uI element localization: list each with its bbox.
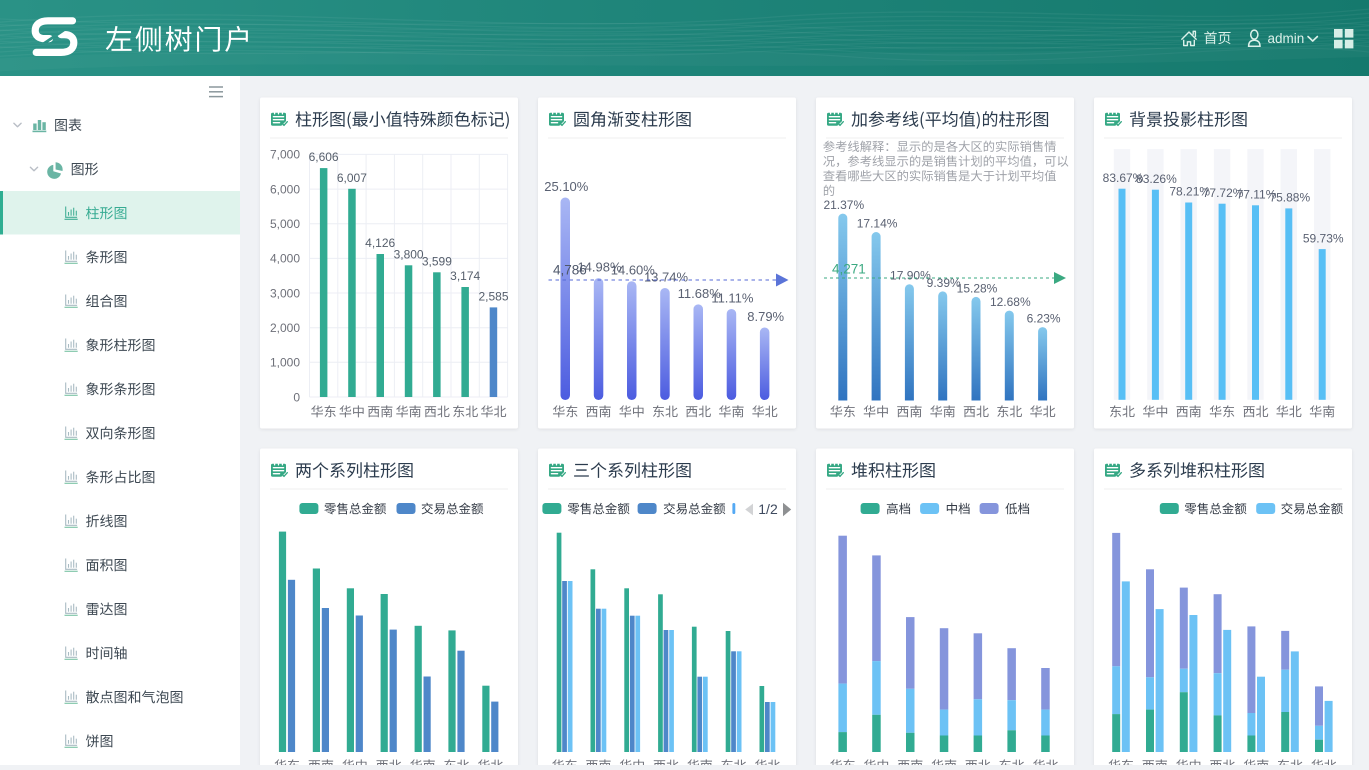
svg-text:12.68%: 12.68% <box>990 295 1031 309</box>
svg-text:5,000: 5,000 <box>270 217 300 231</box>
svg-text:77.72%: 77.72% <box>1203 186 1244 200</box>
svg-text:7,000: 7,000 <box>270 148 300 162</box>
svg-text:83.67%: 83.67% <box>1103 171 1144 185</box>
svg-text:59.73%: 59.73% <box>1303 231 1344 245</box>
svg-text:1/2: 1/2 <box>758 501 778 517</box>
svg-text:2,585: 2,585 <box>478 289 508 303</box>
svg-text:4,126: 4,126 <box>365 236 395 250</box>
svg-text:21.37%: 21.37% <box>823 198 864 212</box>
svg-text:3,800: 3,800 <box>394 247 424 261</box>
svg-text:3,000: 3,000 <box>270 286 300 300</box>
svg-text:25.10%: 25.10% <box>544 179 589 194</box>
svg-text:78.21%: 78.21% <box>1169 185 1210 199</box>
svg-text:6,007: 6,007 <box>337 171 367 185</box>
svg-text:17.14%: 17.14% <box>857 216 898 230</box>
svg-text:14.98%: 14.98% <box>577 260 622 275</box>
svg-text:11.11%: 11.11% <box>711 291 754 306</box>
svg-text:75.88%: 75.88% <box>1269 191 1310 205</box>
svg-text:14.60%: 14.60% <box>611 263 656 278</box>
svg-text:77.11%: 77.11% <box>1237 188 1277 202</box>
svg-text:0: 0 <box>293 390 300 404</box>
svg-text:6,606: 6,606 <box>309 150 339 164</box>
svg-text:13.74%: 13.74% <box>644 270 689 285</box>
svg-text:3,599: 3,599 <box>422 254 452 268</box>
svg-text:11.68%: 11.68% <box>678 286 722 301</box>
svg-text:2,000: 2,000 <box>270 321 300 335</box>
svg-text:4,000: 4,000 <box>270 252 300 266</box>
svg-text:3,174: 3,174 <box>450 269 480 283</box>
svg-text:admin: admin <box>1268 31 1305 46</box>
svg-text:15.28%: 15.28% <box>957 281 998 295</box>
svg-text:4,786: 4,786 <box>553 263 587 278</box>
svg-text:8.79%: 8.79% <box>747 309 784 324</box>
svg-text:17.90%: 17.90% <box>890 269 931 283</box>
svg-text:6,000: 6,000 <box>270 182 300 196</box>
svg-text:83.26%: 83.26% <box>1136 172 1177 186</box>
svg-text:4,271: 4,271 <box>832 262 866 277</box>
svg-text:9.39%: 9.39% <box>927 276 961 290</box>
svg-text:1,000: 1,000 <box>270 356 300 370</box>
svg-text:6.23%: 6.23% <box>1027 312 1061 326</box>
